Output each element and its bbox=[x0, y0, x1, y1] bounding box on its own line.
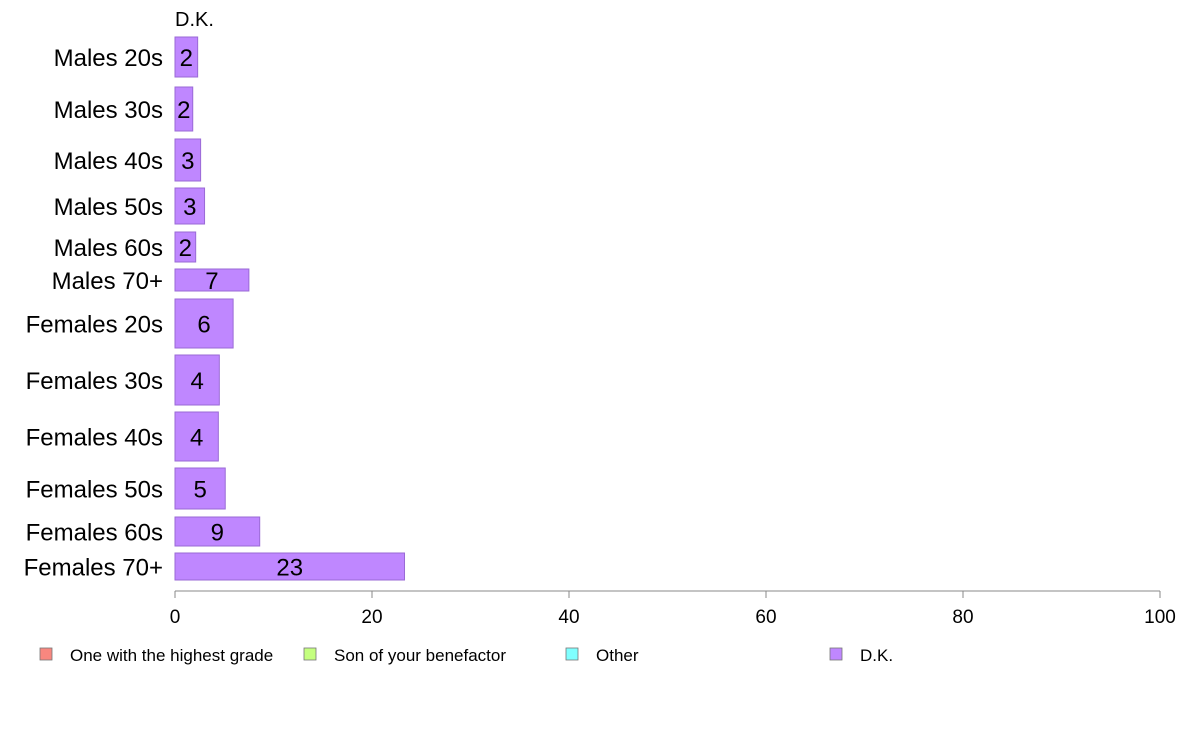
bar bbox=[174, 268, 250, 292]
category-label: Males 70+ bbox=[52, 268, 163, 295]
data-label: 3 bbox=[181, 148, 194, 175]
legend-label: One with the highest grade bbox=[70, 646, 273, 665]
data-label: 23 bbox=[276, 555, 303, 582]
data-label: 2 bbox=[180, 45, 193, 72]
category-label: Females 30s bbox=[26, 368, 163, 395]
category-label: Males 40s bbox=[54, 148, 163, 175]
bar bbox=[174, 516, 261, 547]
panel-title: D.K. bbox=[175, 9, 214, 31]
category-label: Females 50s bbox=[26, 477, 163, 504]
category-label: Females 60s bbox=[26, 520, 163, 547]
x-axis: 0 20 40 60 80 100 bbox=[170, 590, 1176, 628]
data-label: 3 bbox=[183, 194, 196, 221]
category-labels: Males 20s Males 30s Males 40s Males 50s Male… bbox=[24, 45, 163, 582]
bar bbox=[174, 411, 219, 462]
legend-label: D.K. bbox=[860, 646, 893, 665]
category-label: Males 20s bbox=[54, 45, 163, 72]
x-tick-label: 80 bbox=[952, 607, 973, 628]
data-label: 6 bbox=[197, 312, 210, 339]
x-tick-label: 40 bbox=[558, 607, 579, 628]
data-label: 2 bbox=[177, 97, 190, 124]
bar bbox=[174, 467, 226, 510]
legend-swatch bbox=[303, 647, 317, 661]
category-label: Males 60s bbox=[54, 235, 163, 262]
x-tick-label: 60 bbox=[755, 607, 776, 628]
bar bbox=[174, 187, 206, 225]
data-label: 7 bbox=[205, 268, 218, 295]
bar bbox=[174, 354, 220, 406]
legend-label: Other bbox=[596, 646, 639, 665]
bar bbox=[174, 552, 406, 581]
legend-swatch bbox=[565, 647, 579, 661]
category-label: Females 20s bbox=[26, 312, 163, 339]
legend-swatch bbox=[39, 647, 53, 661]
data-label: 5 bbox=[193, 477, 206, 504]
bar bbox=[174, 298, 234, 349]
legend-label: Son of your benefactor bbox=[334, 646, 506, 665]
bar bbox=[174, 86, 194, 132]
data-label: 4 bbox=[190, 425, 203, 452]
x-tick-label: 20 bbox=[361, 607, 382, 628]
bar bbox=[174, 138, 202, 182]
legend-swatch bbox=[829, 647, 843, 661]
bar bbox=[174, 231, 197, 263]
x-tick-label: 0 bbox=[170, 607, 181, 628]
data-label: 9 bbox=[211, 520, 224, 547]
data-label: 2 bbox=[179, 235, 192, 262]
data-label: 4 bbox=[190, 368, 203, 395]
legend: One with the highest grade Son of your be… bbox=[39, 646, 893, 665]
category-label: Males 30s bbox=[54, 97, 163, 124]
x-tick-label: 100 bbox=[1144, 607, 1176, 628]
category-label: Males 50s bbox=[54, 194, 163, 221]
category-label: Females 70+ bbox=[24, 555, 163, 582]
bar bbox=[174, 36, 199, 78]
category-label: Females 40s bbox=[26, 425, 163, 452]
